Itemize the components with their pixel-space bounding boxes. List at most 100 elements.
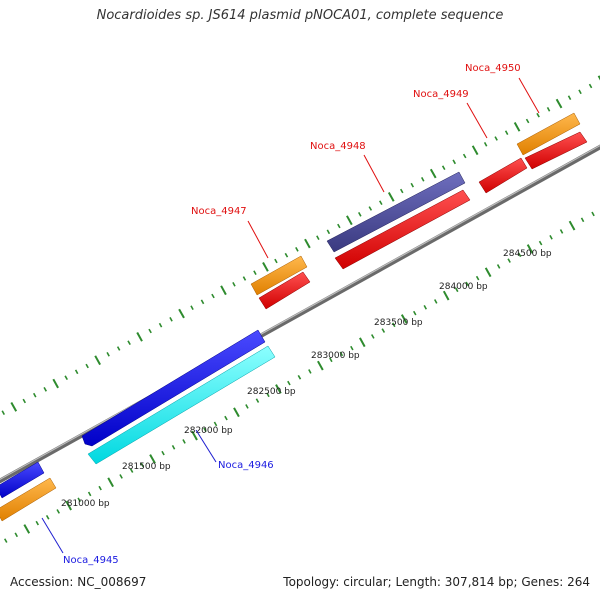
gene-label[interactable]: Noca_4950 bbox=[465, 63, 521, 74]
ruler-tick bbox=[381, 328, 386, 333]
ruler-tick bbox=[316, 235, 320, 240]
ruler-tick bbox=[483, 142, 488, 147]
ruler-tick bbox=[255, 398, 260, 403]
ruler-label: 284000 bp bbox=[439, 282, 488, 292]
ruler-tick bbox=[359, 337, 366, 348]
gene-label[interactable]: Noca_4949 bbox=[413, 89, 469, 100]
ruler-tick bbox=[129, 468, 134, 473]
ruler-tick bbox=[200, 299, 205, 305]
ruler-tick bbox=[465, 281, 469, 287]
ruler-tick bbox=[65, 500, 72, 511]
ruler-tick bbox=[452, 159, 456, 165]
ruler-tick bbox=[242, 276, 247, 281]
ruler-tick bbox=[77, 497, 81, 503]
ruler-tick bbox=[339, 351, 344, 357]
ruler-tick bbox=[588, 83, 593, 89]
gene-label[interactable]: Noca_4947 bbox=[191, 206, 247, 217]
ruler-tick bbox=[517, 252, 522, 258]
ruler-tick bbox=[297, 374, 302, 380]
ruler-tick bbox=[329, 357, 333, 363]
ruler-tick bbox=[64, 375, 68, 381]
ruler-tick bbox=[526, 244, 534, 254]
ruler-tick bbox=[410, 182, 415, 188]
ruler-tick bbox=[158, 322, 163, 328]
ruler-tick bbox=[559, 229, 564, 234]
ruler-tick bbox=[337, 223, 341, 229]
ruler-label: 284500 bp bbox=[503, 249, 552, 259]
cds-feature-forward bbox=[478, 157, 528, 194]
accession-text: Accession: NC_008697 bbox=[10, 575, 147, 589]
ruler-tick bbox=[274, 258, 278, 264]
ruler-tick bbox=[32, 392, 37, 398]
ruler-tick bbox=[284, 252, 289, 258]
inner-tick-row bbox=[3, 211, 595, 543]
ruler-tick bbox=[304, 238, 311, 249]
ruler-tick bbox=[462, 153, 467, 159]
ruler-tick bbox=[525, 118, 530, 124]
ruler-label: 282500 bp bbox=[247, 387, 296, 397]
ruler-tick bbox=[149, 454, 156, 464]
orf-feature bbox=[516, 112, 581, 156]
misc-feature bbox=[87, 345, 276, 465]
cds-feature-forward bbox=[334, 189, 471, 270]
ruler-tick bbox=[233, 407, 240, 418]
ruler-tick bbox=[507, 258, 511, 263]
ruler-tick bbox=[399, 188, 404, 194]
ruler-tick bbox=[190, 305, 194, 310]
ruler-tick bbox=[43, 387, 47, 392]
ruler-tick bbox=[412, 310, 417, 316]
gene-label[interactable]: Noca_4945 bbox=[63, 555, 119, 566]
ruler-tick bbox=[536, 112, 540, 118]
ruler-tick bbox=[106, 352, 110, 357]
ruler-tick bbox=[275, 384, 282, 394]
ruler-tick bbox=[45, 514, 50, 520]
ruler-label: 281000 bp bbox=[61, 499, 110, 509]
ruler-tick bbox=[178, 308, 185, 319]
ruler-tick bbox=[169, 317, 173, 322]
ruler-tick bbox=[429, 168, 437, 179]
ruler-tick bbox=[549, 235, 553, 240]
map-title: Nocardioides sp. JS614 plasmid pNOCA01, … bbox=[96, 8, 504, 23]
ruler-tick bbox=[140, 462, 144, 468]
ruler-tick bbox=[568, 220, 576, 231]
gene-label[interactable]: Noca_4946 bbox=[218, 460, 274, 471]
ruler-tick bbox=[433, 299, 438, 304]
ruler-tick bbox=[136, 332, 143, 342]
ruler-tick bbox=[326, 229, 331, 235]
gene-label[interactable]: Noca_4948 bbox=[310, 141, 366, 152]
ruler-tick bbox=[232, 282, 236, 287]
orf-feature bbox=[0, 477, 57, 522]
ruler-tick bbox=[224, 415, 228, 421]
ruler-tick bbox=[245, 404, 249, 409]
ruler-tick bbox=[87, 491, 92, 497]
ruler-tick bbox=[85, 363, 89, 369]
cds-feature-forward bbox=[258, 271, 311, 310]
outer-tick-row bbox=[1, 75, 600, 415]
feature-track bbox=[0, 112, 588, 522]
ruler-tick bbox=[379, 200, 383, 206]
ruler-tick bbox=[368, 206, 373, 211]
ruler-tick bbox=[371, 334, 375, 339]
ruler-tick bbox=[597, 75, 600, 81]
ruler-tick bbox=[262, 262, 269, 272]
ruler-tick bbox=[423, 305, 428, 310]
gene-leader-lines bbox=[41, 77, 540, 554]
orf-feature bbox=[250, 255, 308, 296]
ruler-tick bbox=[220, 285, 227, 296]
ruler-tick bbox=[513, 122, 521, 132]
cds-feature-reverse bbox=[0, 461, 45, 499]
ruler-tick bbox=[203, 427, 207, 433]
ruler-tick bbox=[213, 421, 218, 427]
ruler-tick bbox=[346, 215, 353, 226]
ruler-tick bbox=[567, 95, 572, 100]
ruler-tick bbox=[98, 485, 102, 491]
ruler-tick bbox=[22, 398, 27, 404]
ruler-tick bbox=[538, 240, 543, 246]
ruler-tick bbox=[591, 211, 595, 217]
ruler-tick bbox=[182, 439, 186, 444]
sequence-backbone bbox=[0, 144, 600, 484]
ruler-tick bbox=[191, 430, 198, 441]
ruler-tick bbox=[56, 509, 60, 514]
ruler-tick bbox=[211, 293, 215, 299]
